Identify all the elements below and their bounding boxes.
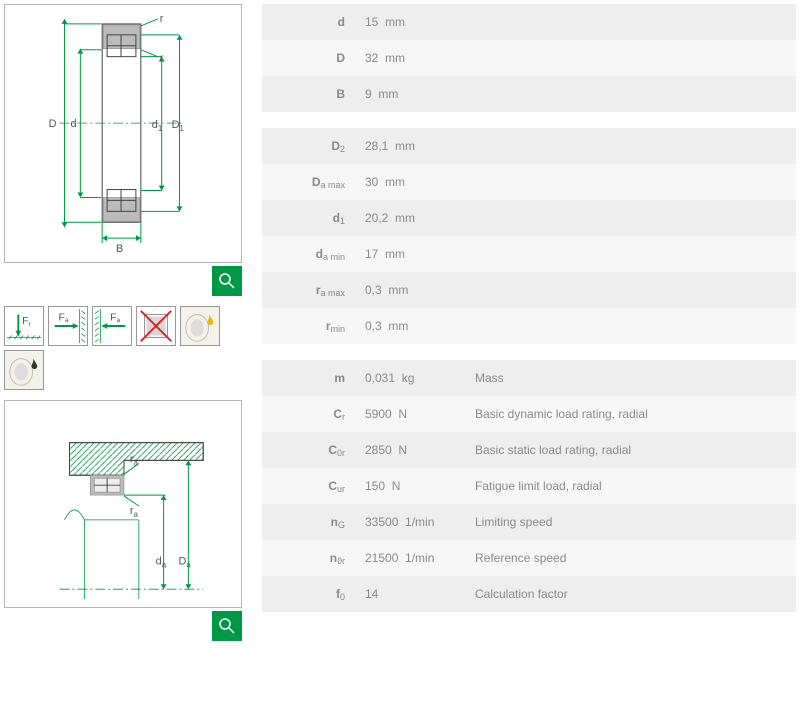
value: 0,3 mm [357,283,467,297]
symbol: d [262,15,357,29]
table-row: f014Calculation factor [262,576,796,612]
table-row: d15 mm [262,4,796,40]
value: 150 N [357,479,467,493]
table-row: C0r2850 NBasic static load rating, radia… [262,432,796,468]
value: 9 mm [357,87,467,101]
description: Basic dynamic load rating, radial [467,407,648,421]
oil-icon [4,350,44,390]
value: 21500 1/min [357,551,467,565]
table-row: rmin0,3 mm [262,308,796,344]
value: 0,031 kg [357,371,467,385]
symbol: f0 [262,587,357,601]
zoom-diagram-1 [4,266,242,296]
table-row: B9 mm [262,76,796,112]
data-tables: d15 mmD32 mmB9 mm D228,1 mmDa max30 mmd1… [262,4,796,651]
radial-load-icon: Fr [4,306,44,346]
svg-text:Fr: Fr [22,316,31,328]
svg-text:d1: d1 [152,119,163,133]
bearing-cross-section-diagram: D d d1 D1 r r B [4,4,242,263]
table-row: Da max30 mm [262,164,796,200]
svg-text:Da: Da [178,555,191,569]
zoom-diagram-2 [4,611,242,641]
description: Calculation factor [467,587,568,601]
performance-table: m0,031 kgMassCr5900 NBasic dynamic load … [262,360,796,612]
zoom-button-1[interactable] [212,266,242,296]
value: 2850 N [357,443,467,457]
symbol: Da max [262,175,357,189]
zoom-button-2[interactable] [212,611,242,641]
symbol: D [262,51,357,65]
table-row: da min17 mm [262,236,796,272]
symbol: B [262,87,357,101]
property-icons: Fr Fa Fa [4,306,242,390]
axial-load-right-icon: Fa [92,306,132,346]
main-dimensions-table: d15 mmD32 mmB9 mm [262,4,796,112]
symbol: d1 [262,211,357,225]
value: 17 mm [357,247,467,261]
axial-load-left-icon: Fa [48,306,88,346]
table-row: nG33500 1/minLimiting speed [262,504,796,540]
svg-text:r: r [160,53,164,65]
symbol: rmin [262,319,357,333]
svg-text:D1: D1 [172,119,185,133]
svg-text:da: da [156,555,167,569]
table-row: Cr5900 NBasic dynamic load rating, radia… [262,396,796,432]
mounting-diagram: ra ra da Da [4,400,242,608]
description: Reference speed [467,551,566,565]
symbol: ra max [262,283,357,297]
table-row: d120,2 mm [262,200,796,236]
table-row: ra max0,3 mm [262,272,796,308]
symbol: da min [262,247,357,261]
table-row: D32 mm [262,40,796,76]
description: Limiting speed [467,515,552,529]
svg-text:D: D [49,118,57,130]
symbol: m [262,371,357,385]
description: Fatigue limit load, radial [467,479,602,493]
symbol: nG [262,515,357,529]
svg-text:d: d [70,118,76,130]
value: 14 [357,587,467,601]
mounting-dimensions-table: D228,1 mmDa max30 mmd120,2 mmda min17 mm… [262,128,796,344]
symbol: Cur [262,479,357,493]
table-row: D228,1 mm [262,128,796,164]
value: 20,2 mm [357,211,467,225]
table-row: nϑr21500 1/minReference speed [262,540,796,576]
symbol: C0r [262,443,357,457]
value: 0,3 mm [357,319,467,333]
value: 5900 N [357,407,467,421]
value: 15 mm [357,15,467,29]
value: 28,1 mm [357,139,467,153]
description: Mass [467,371,504,385]
svg-text:ra: ra [130,505,139,519]
table-row: Cur150 NFatigue limit load, radial [262,468,796,504]
table-row: m0,031 kgMass [262,360,796,396]
grease-icon [180,306,220,346]
svg-text:Fa: Fa [59,312,69,324]
svg-text:Fa: Fa [110,312,120,324]
value: 33500 1/min [357,515,467,529]
symbol: nϑr [262,551,357,565]
svg-text:r: r [160,13,164,25]
svg-text:B: B [116,243,123,255]
description: Basic static load rating, radial [467,443,631,457]
value: 30 mm [357,175,467,189]
symbol: D2 [262,139,357,153]
symbol: Cr [262,407,357,421]
value: 32 mm [357,51,467,65]
not-sealed-icon [136,306,176,346]
